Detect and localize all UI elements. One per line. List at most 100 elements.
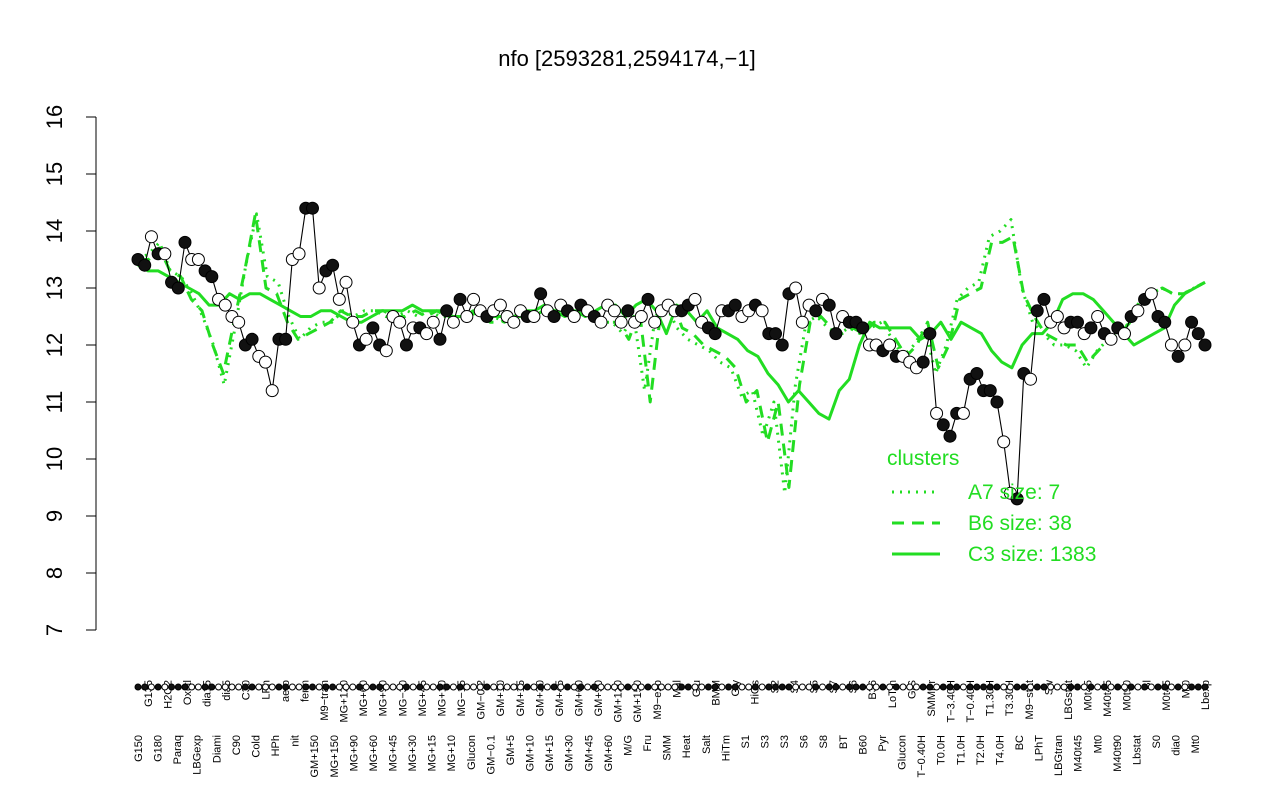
data-point xyxy=(916,355,930,369)
rug-mark xyxy=(879,683,887,691)
data-point xyxy=(970,367,984,380)
rug-mark xyxy=(241,683,249,691)
data-point xyxy=(1164,338,1178,352)
rug-mark xyxy=(1120,683,1128,691)
rug-mark xyxy=(939,683,947,691)
x-tick-label: S3 xyxy=(779,735,791,748)
x-tick-label: T1.0H xyxy=(955,735,967,765)
x-tick-label: HiTm xyxy=(720,735,732,761)
x-tick-label: S3 xyxy=(759,735,771,748)
x-tick-label: GM+120 xyxy=(613,680,625,723)
rug-mark xyxy=(389,683,397,691)
rug-mark xyxy=(1147,683,1155,691)
x-tick-label: Glucon xyxy=(897,735,909,770)
rug-mark xyxy=(919,683,927,691)
rug-mark xyxy=(637,683,645,691)
legend-label-a7: A7 size: 7 xyxy=(968,481,1060,504)
data-point xyxy=(883,338,897,352)
x-tick-label: GM+60 xyxy=(603,735,615,771)
rug-mark xyxy=(590,683,598,691)
x-tick-label: Glucon xyxy=(466,735,478,770)
rug-mark xyxy=(986,683,994,691)
rug-mark xyxy=(704,683,712,691)
legend-label-b6: B6 size: 38 xyxy=(968,512,1072,535)
legend-label-c3: C3 size: 1383 xyxy=(968,543,1096,566)
data-point xyxy=(379,344,393,358)
data-point xyxy=(997,435,1011,449)
rug-mark xyxy=(845,683,853,691)
rug-mark xyxy=(671,683,679,691)
rug-mark xyxy=(818,683,826,691)
cluster-line-c3 xyxy=(137,263,1206,421)
rug-mark xyxy=(315,683,323,691)
x-tick-label: M40t45 xyxy=(1073,735,1085,772)
data-point xyxy=(1091,310,1105,323)
data-point xyxy=(641,292,655,306)
rug-mark xyxy=(208,683,216,691)
rug-mark xyxy=(329,683,337,691)
x-tick-label: nit xyxy=(290,735,302,747)
x-tick-label: MG+150 xyxy=(329,735,341,778)
legend: clusters A7 size: 7 B6 size: 38 C3 size:… xyxy=(887,447,1096,566)
data-point xyxy=(648,315,662,329)
data-point xyxy=(1171,349,1185,363)
rug-mark xyxy=(523,683,531,691)
x-tick-label: T−0.40H xyxy=(916,735,928,778)
rug-mark xyxy=(235,683,243,691)
rug-mark xyxy=(275,683,283,691)
rug-mark xyxy=(1080,683,1088,691)
rug-mark xyxy=(597,683,605,691)
cluster-line-b6 xyxy=(138,212,1206,489)
rug-mark xyxy=(711,683,719,691)
rug-mark xyxy=(684,683,692,691)
data-point xyxy=(547,310,561,323)
rug-mark xyxy=(402,683,410,691)
x-tick-label: HiOs xyxy=(750,680,762,705)
data-point xyxy=(205,270,219,284)
x-tick-label: GM+150 xyxy=(632,680,644,723)
x-tick-label: M9−stat xyxy=(1024,680,1036,719)
x-tick-label: Diami xyxy=(211,735,223,763)
rug-mark xyxy=(691,683,699,691)
rug-mark xyxy=(1020,683,1028,691)
rug-mark xyxy=(262,683,270,691)
rug-mark xyxy=(1194,683,1202,691)
data-point xyxy=(460,310,474,323)
y-tick-label: 14 xyxy=(42,219,67,243)
data-point xyxy=(1131,304,1145,318)
x-tick-label: B60 xyxy=(857,735,869,755)
rug-mark xyxy=(886,683,894,691)
x-tick-label: MG+90 xyxy=(348,735,360,771)
rug-mark xyxy=(624,683,632,691)
chart-title: nfo [2593281,2594174,−1] xyxy=(498,46,756,71)
rug-mark xyxy=(221,683,229,691)
rug-mark xyxy=(725,683,733,691)
x-tick-label: MG+10 xyxy=(446,735,458,771)
rug-mark xyxy=(248,683,256,691)
x-tick-label: M/G xyxy=(622,735,634,756)
rug-mark xyxy=(1167,683,1175,691)
rug-mark xyxy=(980,683,988,691)
data-point xyxy=(594,315,608,329)
rug-mark xyxy=(382,683,390,691)
rug-mark xyxy=(1134,683,1142,691)
y-tick-label: 16 xyxy=(42,105,67,129)
data-point xyxy=(446,315,460,329)
data-point xyxy=(332,292,346,306)
data-point xyxy=(1117,327,1131,341)
data-point xyxy=(339,275,353,289)
data-point xyxy=(769,327,783,341)
data-point xyxy=(1178,338,1192,352)
rug-mark xyxy=(342,683,350,691)
rug-mark xyxy=(718,683,726,691)
rug-mark xyxy=(1060,683,1068,691)
data-point xyxy=(621,304,635,318)
x-tick-label: G180 xyxy=(153,735,165,762)
rug-mark xyxy=(215,683,223,691)
rug-mark xyxy=(449,683,457,691)
rug-mark xyxy=(973,683,981,691)
x-tick-label: T0.0H xyxy=(936,735,948,765)
data-point xyxy=(312,281,326,295)
data-point xyxy=(990,395,1004,409)
